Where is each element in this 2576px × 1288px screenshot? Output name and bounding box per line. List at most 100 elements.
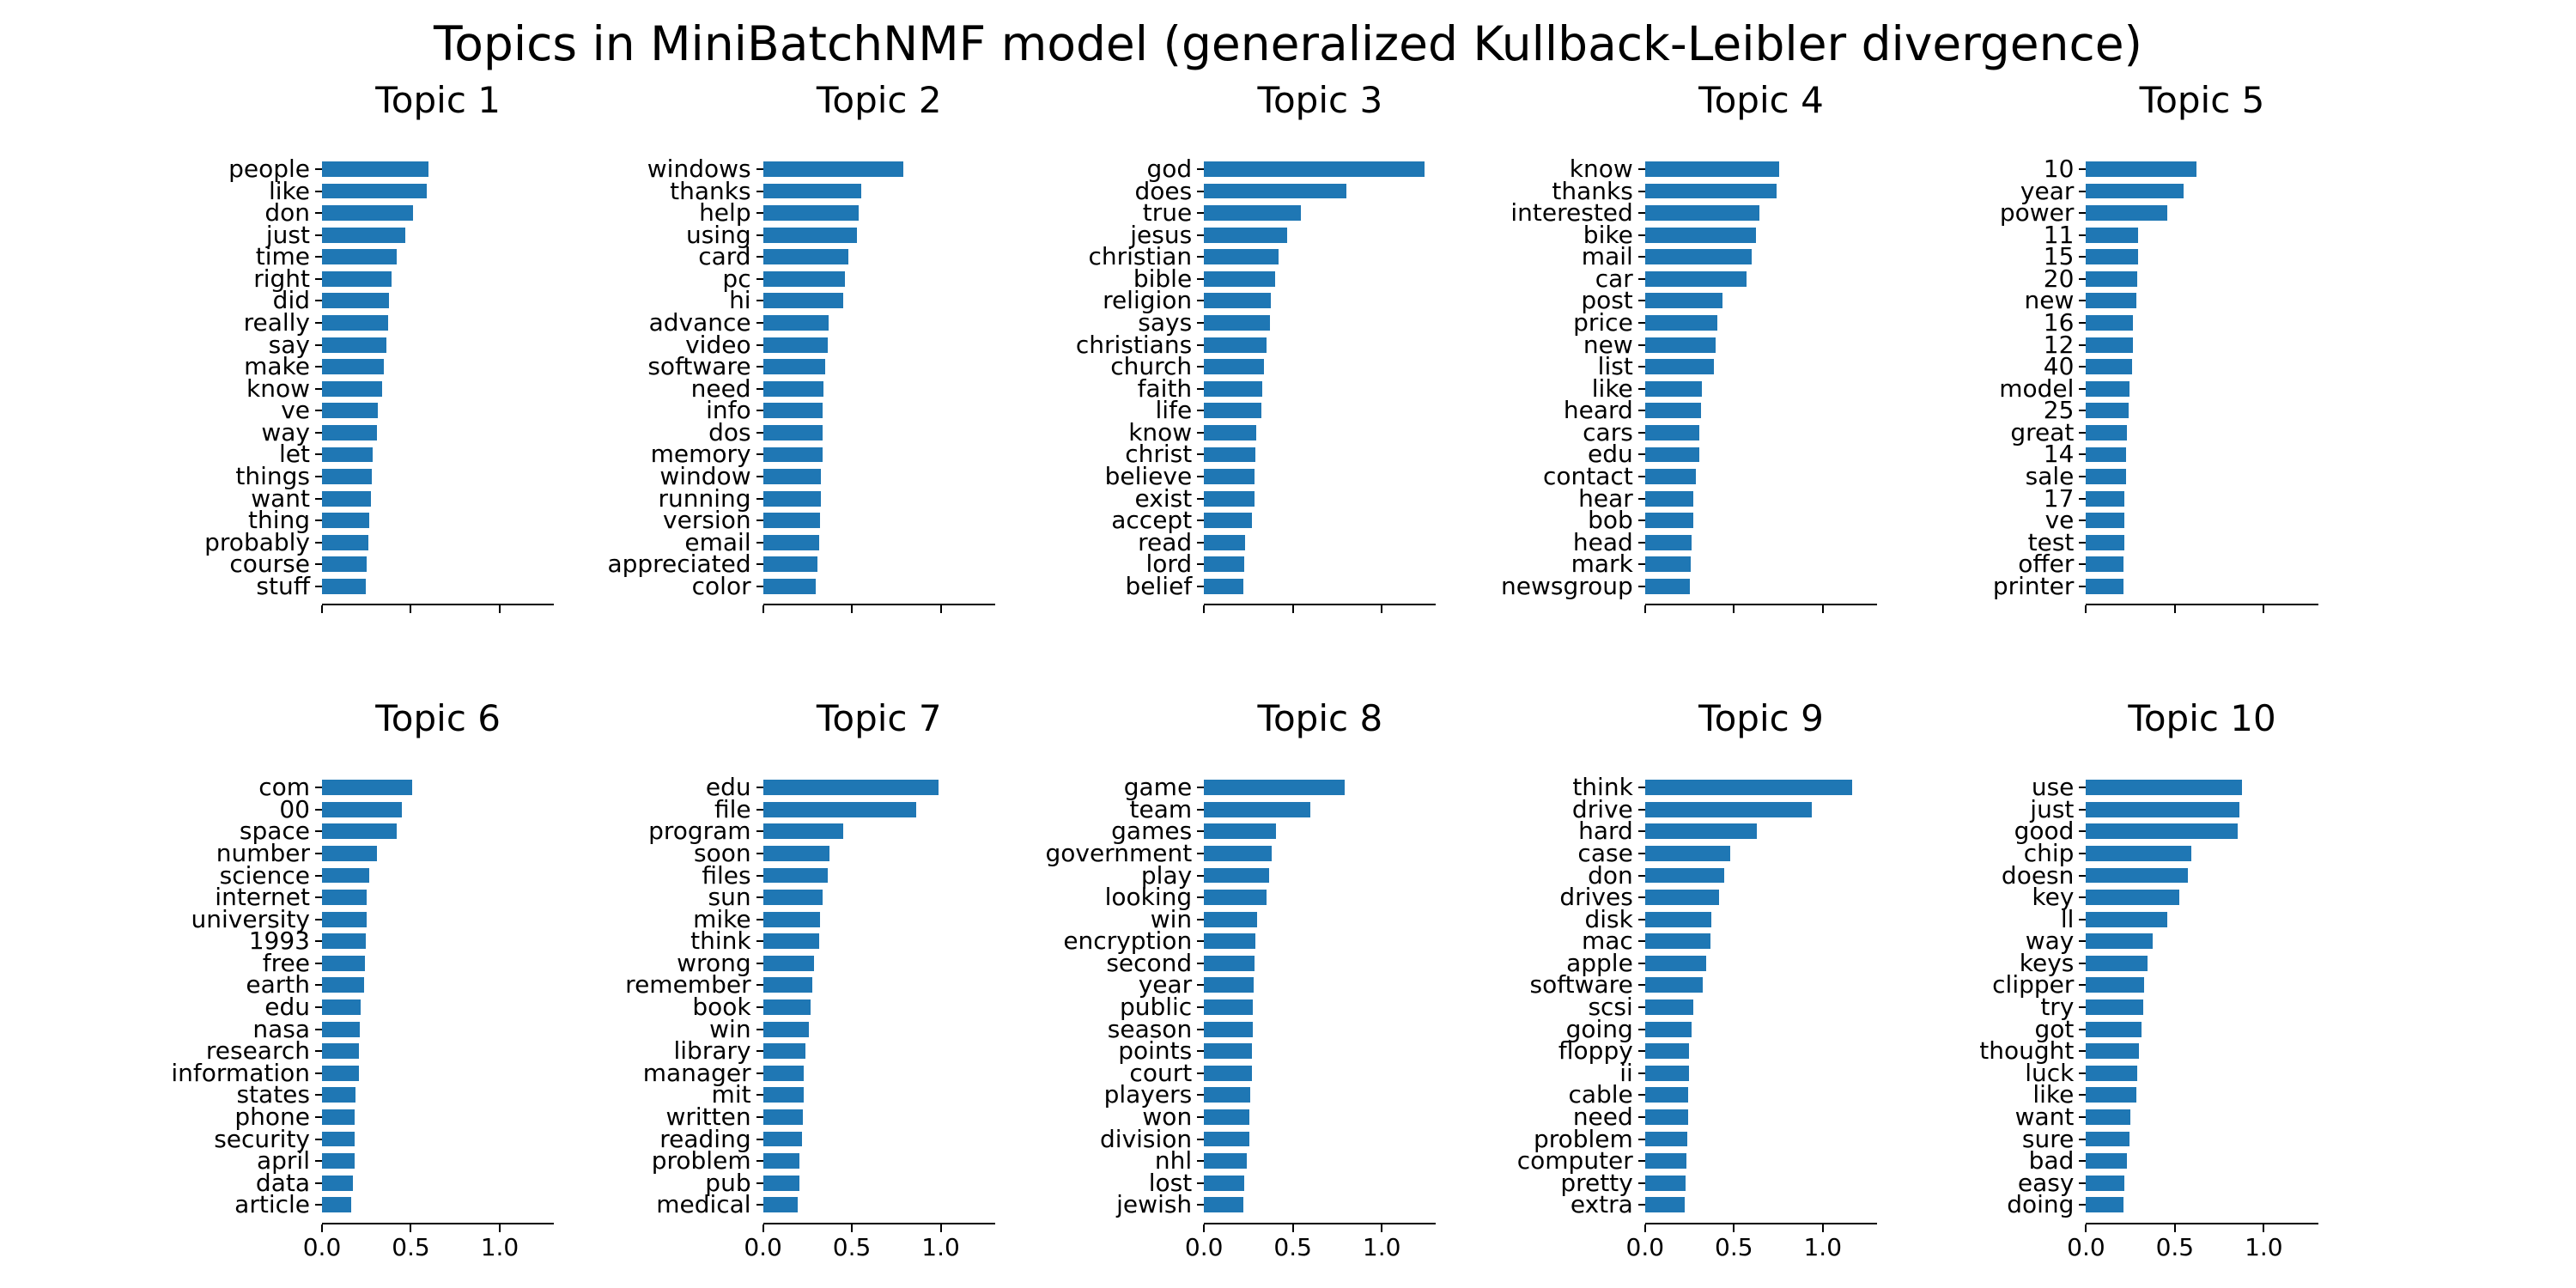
y-tick-label: team bbox=[1129, 794, 1193, 823]
y-tick-label: game bbox=[1123, 773, 1193, 802]
x-tick-mark bbox=[1733, 1224, 1735, 1232]
bar bbox=[762, 227, 858, 243]
y-tick-label: win bbox=[709, 1014, 751, 1043]
y-tick-label: faith bbox=[1137, 374, 1193, 403]
bar bbox=[762, 556, 818, 573]
y-tick: library bbox=[674, 1039, 763, 1063]
y-tick-mark bbox=[2079, 519, 2087, 522]
y-tick-mark bbox=[1637, 234, 1645, 236]
y-tick-mark bbox=[2079, 190, 2087, 192]
y-tick-label: encryption bbox=[1063, 927, 1193, 956]
y-tick-mark bbox=[756, 234, 763, 236]
y-tick-label: drive bbox=[1571, 794, 1633, 823]
y-tick-mark bbox=[315, 167, 322, 170]
y-tick: article bbox=[234, 1193, 322, 1217]
y-tick: 10 bbox=[2044, 156, 2087, 181]
y-tick-mark bbox=[1197, 563, 1205, 566]
y-tick-label: ll bbox=[2060, 904, 2075, 933]
y-tick: just bbox=[2030, 797, 2087, 822]
y-tick-label: mail bbox=[1581, 242, 1633, 271]
bar bbox=[1204, 315, 1271, 331]
bar bbox=[762, 1153, 800, 1170]
y-tick-label: think bbox=[690, 927, 751, 956]
bar bbox=[322, 1043, 359, 1060]
bar bbox=[1644, 1197, 1685, 1213]
y-tick: try bbox=[2040, 995, 2087, 1019]
y-tick-label: life bbox=[1155, 396, 1193, 425]
y-tick-label: make bbox=[244, 352, 310, 381]
y-tick-mark bbox=[1197, 940, 1205, 943]
y-tick-mark bbox=[1637, 167, 1645, 170]
bar bbox=[762, 403, 823, 419]
x-axis-spine bbox=[1204, 604, 1437, 606]
y-tick-label: court bbox=[1129, 1058, 1193, 1087]
y-tick-mark bbox=[315, 300, 322, 302]
x-tick-label: 0.5 bbox=[392, 1232, 430, 1261]
x-tick-label: 0.0 bbox=[2067, 1232, 2105, 1261]
y-tick: 20 bbox=[2044, 266, 2087, 291]
y-tick: ve bbox=[281, 398, 322, 422]
y-tick: keys bbox=[2020, 951, 2087, 975]
y-tick-label: car bbox=[1595, 264, 1633, 293]
y-tick: did bbox=[273, 289, 322, 313]
y-tick-label: want bbox=[251, 483, 310, 513]
bar bbox=[1204, 1175, 1244, 1191]
y-tick-mark bbox=[2079, 787, 2087, 789]
bar bbox=[1644, 469, 1696, 484]
y-tick-label: computer bbox=[1516, 1146, 1633, 1176]
bar bbox=[762, 469, 822, 484]
y-tick-mark bbox=[1637, 1094, 1645, 1097]
y-tick: 12 bbox=[2044, 332, 2087, 357]
y-tick-mark bbox=[315, 962, 322, 964]
bar bbox=[1644, 999, 1694, 1015]
y-tick-label: hi bbox=[729, 286, 751, 315]
y-tick-label: going bbox=[1565, 1014, 1633, 1043]
bar bbox=[2086, 337, 2134, 353]
y-tick-mark bbox=[315, 190, 322, 192]
bar bbox=[1204, 403, 1262, 419]
bar bbox=[762, 161, 904, 177]
x-tick-mark bbox=[939, 605, 942, 614]
bar bbox=[2086, 359, 2133, 375]
y-tick: looking bbox=[1105, 885, 1205, 909]
bar bbox=[762, 205, 860, 222]
y-tick: window bbox=[659, 465, 763, 489]
y-tick: disk bbox=[1584, 907, 1645, 932]
y-tick: model bbox=[1999, 376, 2087, 401]
bar bbox=[322, 513, 369, 529]
y-tick-mark bbox=[315, 1138, 322, 1140]
y-tick: video bbox=[685, 332, 763, 357]
y-tick-label: software bbox=[1529, 970, 1633, 999]
bar bbox=[1204, 490, 1255, 507]
bar bbox=[762, 999, 811, 1015]
y-tick: scsi bbox=[1588, 995, 1645, 1019]
bar bbox=[2086, 977, 2144, 993]
bar bbox=[1644, 556, 1692, 573]
y-tick-mark bbox=[1197, 874, 1205, 877]
y-tick-mark bbox=[1197, 918, 1205, 920]
bar bbox=[322, 955, 365, 971]
y-tick: offer bbox=[2018, 552, 2087, 576]
y-tick-label: belief bbox=[1125, 571, 1193, 600]
y-tick-label: believe bbox=[1104, 462, 1193, 491]
bar bbox=[762, 270, 846, 287]
y-tick-label: bike bbox=[1583, 220, 1633, 249]
y-tick-label: written bbox=[665, 1102, 751, 1131]
y-tick-mark bbox=[1637, 497, 1645, 500]
y-tick-label: edu bbox=[1588, 440, 1633, 469]
bar bbox=[1644, 801, 1813, 817]
y-tick: advance bbox=[649, 310, 763, 335]
y-tick-label: free bbox=[262, 948, 310, 977]
y-tick: 40 bbox=[2044, 355, 2087, 379]
y-tick-label: book bbox=[692, 993, 751, 1022]
bar bbox=[1644, 293, 1723, 309]
bar bbox=[1644, 911, 1711, 927]
y-tick-mark bbox=[1637, 984, 1645, 987]
y-tick-mark bbox=[2079, 167, 2087, 170]
y-tick-label: clipper bbox=[1992, 970, 2075, 999]
y-tick-label: says bbox=[1138, 307, 1193, 337]
y-tick-mark bbox=[315, 431, 322, 434]
x-tick-mark bbox=[1203, 1224, 1206, 1232]
bar bbox=[322, 249, 397, 265]
y-tick-label: using bbox=[685, 220, 751, 249]
